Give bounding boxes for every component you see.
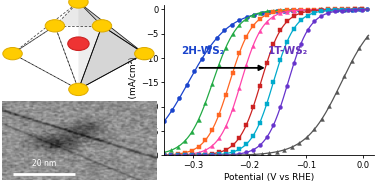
Circle shape [68, 37, 89, 50]
Polygon shape [79, 26, 144, 89]
Polygon shape [79, 2, 144, 89]
Text: 20 nm: 20 nm [32, 160, 56, 169]
Circle shape [92, 20, 112, 32]
Text: 1T-WS₂: 1T-WS₂ [268, 46, 308, 56]
Circle shape [135, 47, 154, 60]
Y-axis label: J (mA/cm²): J (mA/cm²) [130, 56, 138, 104]
Text: 2H-WS₂: 2H-WS₂ [181, 46, 225, 56]
Circle shape [69, 83, 88, 95]
Polygon shape [55, 2, 102, 26]
Circle shape [69, 0, 88, 8]
Text: 1T-WS₂: 1T-WS₂ [58, 104, 99, 114]
Circle shape [3, 47, 22, 60]
Circle shape [45, 20, 65, 32]
Polygon shape [79, 2, 144, 54]
X-axis label: Potential (V vs RHE): Potential (V vs RHE) [224, 173, 314, 182]
